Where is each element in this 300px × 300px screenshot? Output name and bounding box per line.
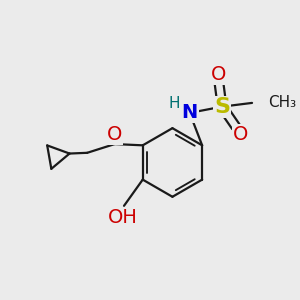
Text: O: O: [233, 124, 248, 144]
Text: OH: OH: [108, 208, 138, 226]
Text: CH₃: CH₃: [268, 95, 296, 110]
Text: H: H: [168, 96, 180, 111]
Text: S: S: [214, 97, 230, 117]
Text: O: O: [107, 124, 122, 144]
Text: N: N: [182, 103, 198, 122]
Text: O: O: [211, 65, 227, 84]
